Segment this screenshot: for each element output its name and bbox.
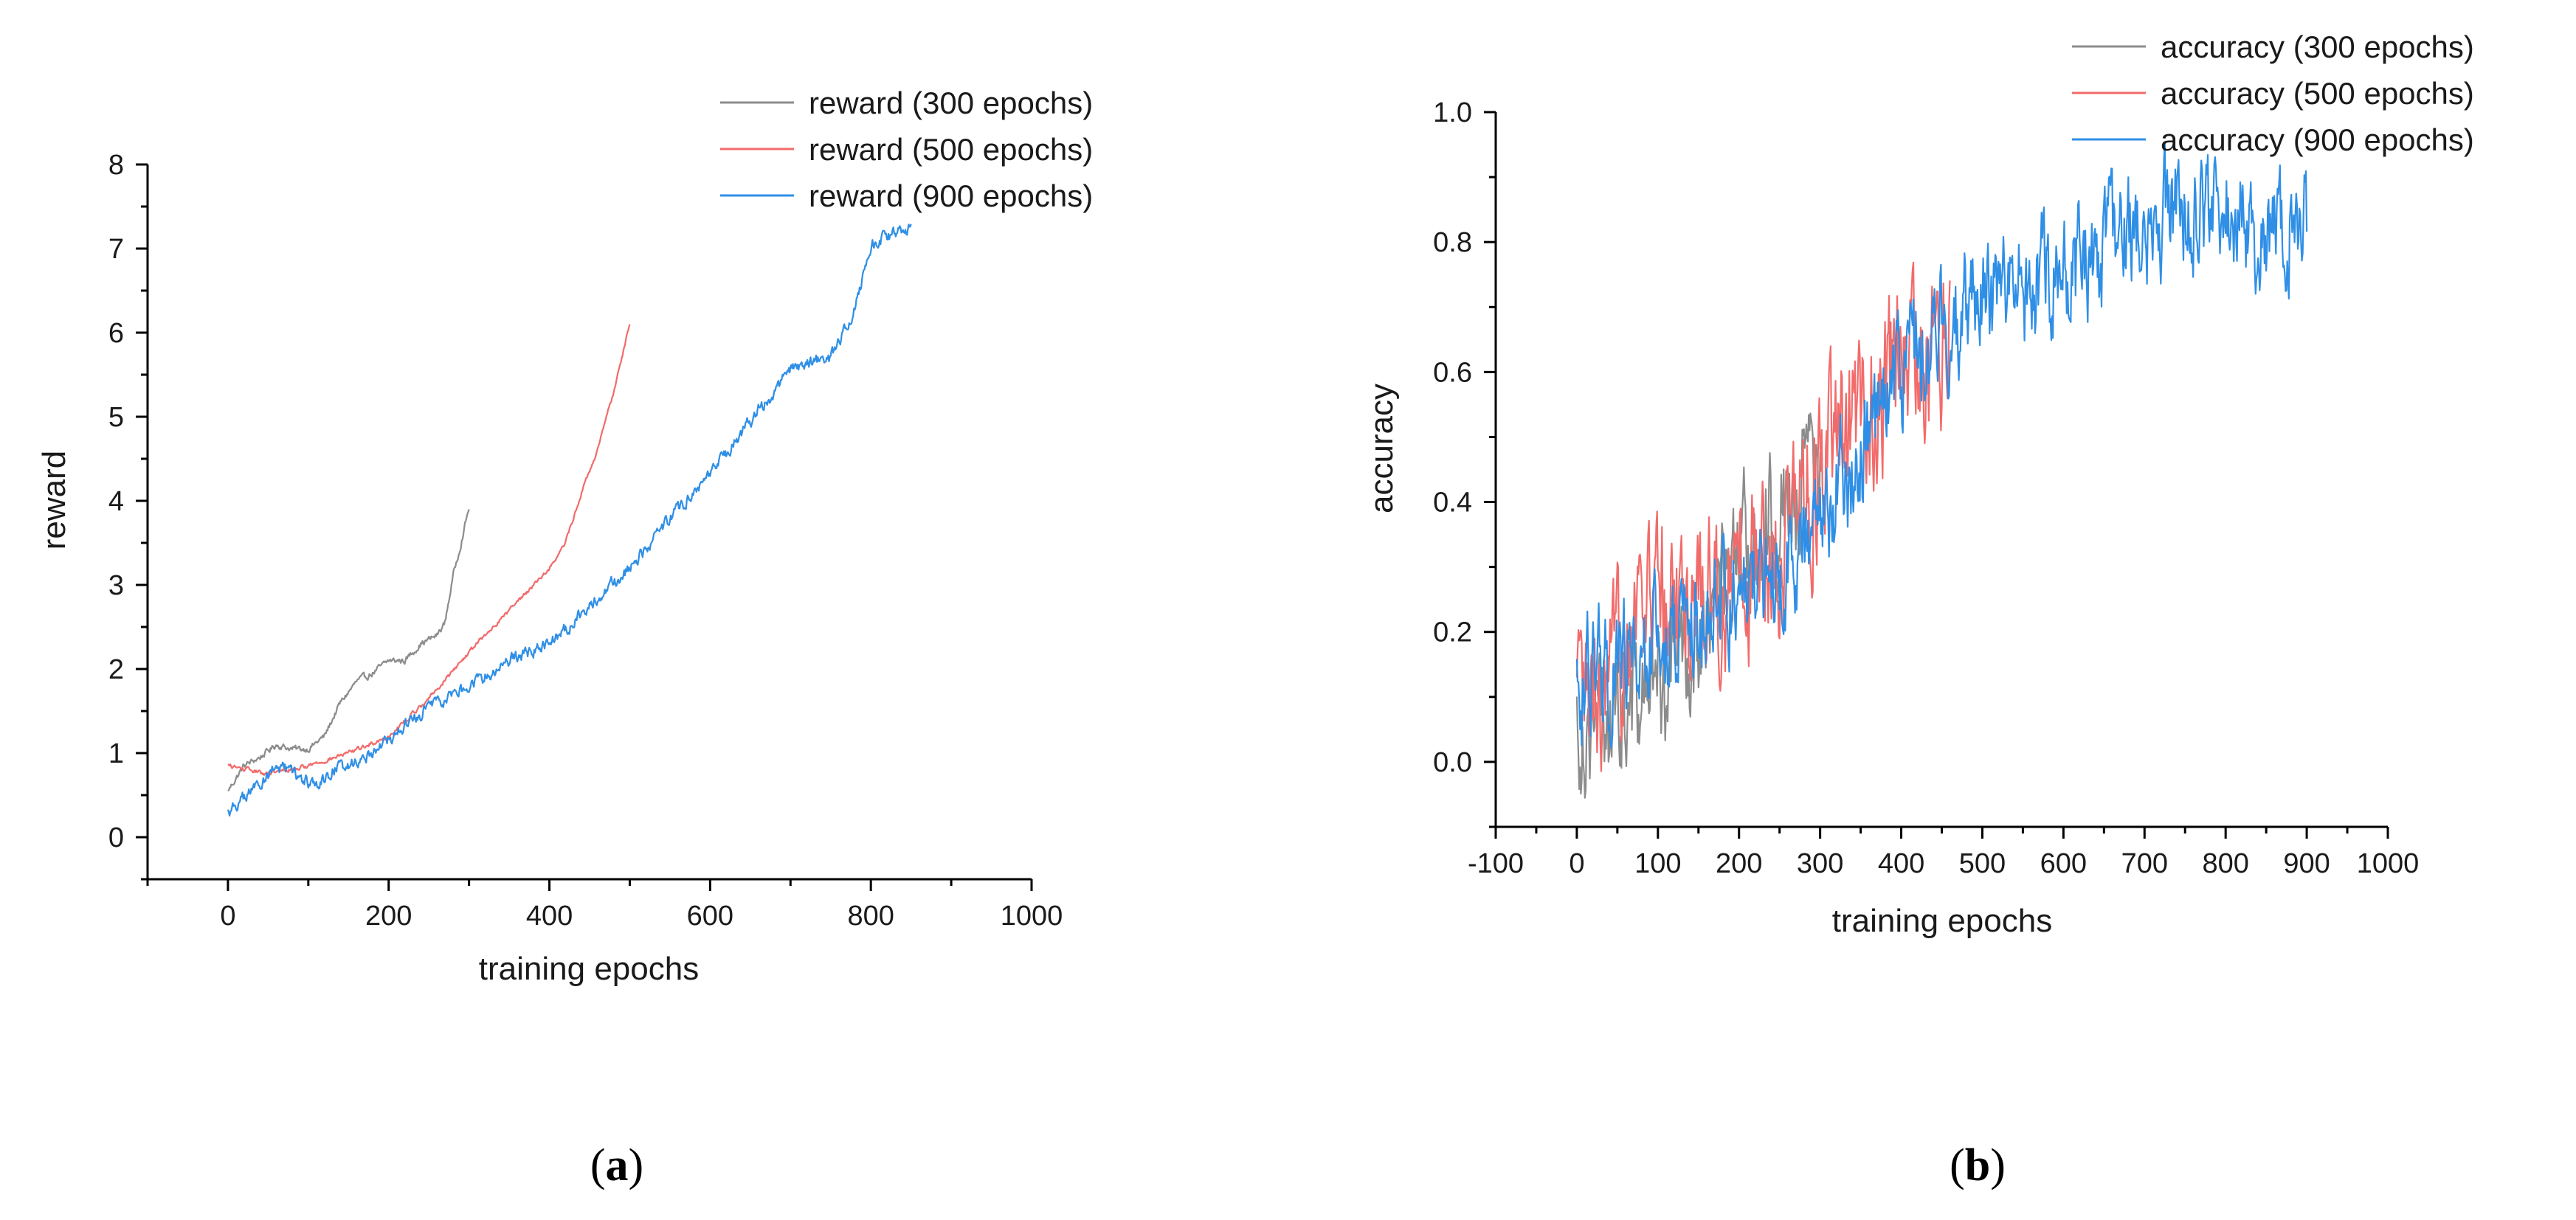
a-y-tick-label: 8 [108,150,124,181]
a-x-tick-label: 0 [220,901,235,932]
panel-b-axes: -100 0 100 200 300 400 500 600 700 800 900 1000 0.0 0… [1433,97,2419,879]
b-x-tick-label: 800 [2202,848,2248,879]
b-x-tick-label: 300 [1797,848,1843,879]
a-y-tick-label: 2 [108,654,124,685]
a-x-tick-label: 200 [365,901,412,932]
panel-b-lines [1575,142,2308,799]
panel-a-axes: 0 200 400 600 800 1000 0 1 2 3 4 5 6 7 8 [108,150,1063,932]
a-x-tick-label: 400 [526,901,573,932]
panel-a-lines [227,223,912,817]
b-series-line-3 [1575,142,2308,749]
b-x-tick-label: -100 [1468,848,1524,879]
a-series-line-3 [227,223,912,817]
a-y-tick-label: 0 [108,822,124,853]
panel-a-label: (a) [590,1140,643,1190]
a-y-tick-label: 3 [108,570,124,601]
b-x-tick-label: 600 [2040,848,2087,879]
b-x-tick-label: 1000 [2357,848,2420,879]
a-y-tick-label: 5 [108,402,124,433]
panel-b-label: (b) [1950,1140,2006,1190]
a-y-tick-label: 1 [108,738,124,769]
panel-a-y-axis-title: reward [36,451,72,550]
b-legend-label-3: accuracy (900 epochs) [2161,122,2474,157]
b-legend-label-2: accuracy (500 epochs) [2161,76,2474,111]
panel-b-x-axis-title: training epochs [1832,903,2052,939]
a-legend-label-1: reward (300 epochs) [809,86,1093,120]
a-series-line-2 [227,324,631,776]
b-y-tick-label: 0.8 [1433,227,1472,258]
a-y-tick-label: 6 [108,318,124,349]
a-x-tick-label: 600 [687,901,733,932]
b-x-tick-label: 400 [1878,848,1924,879]
b-y-tick-label: 0.4 [1433,488,1472,519]
b-y-tick-label: 0.0 [1433,747,1472,778]
b-x-tick-label: 500 [1959,848,2006,879]
panel-a-legend: reward (300 epochs) reward (500 epochs) re… [720,86,1093,213]
a-x-tick-label: 1000 [1001,901,1063,932]
b-y-tick-label: 0.2 [1433,617,1472,648]
a-x-tick-label: 800 [847,901,894,932]
panel-b-y-axis-title: accuracy [1364,384,1400,513]
a-series-line-1 [227,509,470,791]
b-series-line-2 [1575,261,1951,772]
a-y-tick-label: 4 [108,486,124,517]
b-x-tick-label: 900 [2283,848,2330,879]
panel-b-accuracy-chart: -100 0 100 200 300 400 500 600 700 800 900 1000 0.0 0… [1364,30,2474,1190]
b-y-tick-label: 1.0 [1433,97,1472,128]
a-y-tick-label: 7 [108,234,124,265]
b-legend-label-1: accuracy (300 epochs) [2161,30,2474,64]
a-legend-label-2: reward (500 epochs) [809,132,1093,167]
b-y-tick-label: 0.6 [1433,357,1472,388]
b-x-tick-label: 100 [1634,848,1681,879]
panel-b-legend: accuracy (300 epochs) accuracy (500 epoch… [2072,30,2474,157]
b-x-tick-label: 200 [1716,848,1762,879]
panel-a-x-axis-title: training epochs [479,951,699,987]
b-x-tick-label: 0 [1569,848,1584,879]
b-x-tick-label: 700 [2121,848,2168,879]
panel-a-reward-chart: 0 200 400 600 800 1000 0 1 2 3 4 5 6 7 8 training epoc… [36,86,1093,1190]
a-legend-label-3: reward (900 epochs) [809,179,1093,213]
